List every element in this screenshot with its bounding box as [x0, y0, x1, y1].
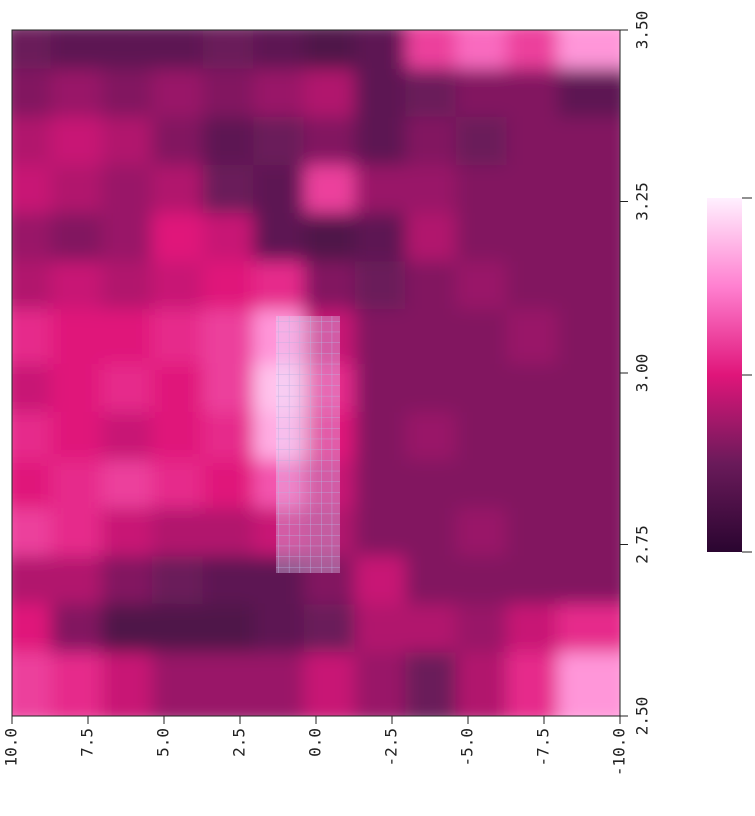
heatmap	[12, 30, 620, 716]
y-tick-label: 2.50	[633, 697, 652, 736]
highlight-mesh	[276, 316, 340, 573]
y-tick-label: 2.75	[633, 525, 652, 564]
x-tick-label: -5.0	[458, 728, 477, 767]
x-tick-label: 0.0	[306, 728, 325, 757]
x-tick-label: 7.5	[78, 728, 97, 757]
heatmap-cell	[557, 652, 620, 716]
x-tick-label: -10.0	[610, 728, 629, 776]
y-tick-label: 3.50	[633, 11, 652, 50]
y-tick-label: 3.00	[633, 354, 652, 393]
x-tick-label: -7.5	[534, 728, 553, 767]
x-tick-label: 2.5	[230, 728, 249, 757]
x-tick-label: 5.0	[154, 728, 173, 757]
x-tick-label: 10.0	[2, 728, 21, 767]
heatmap-cells	[12, 30, 620, 716]
y-tick-label: 3.25	[633, 182, 652, 221]
x-tick-label: -2.5	[382, 728, 401, 767]
colorbar	[707, 198, 742, 552]
